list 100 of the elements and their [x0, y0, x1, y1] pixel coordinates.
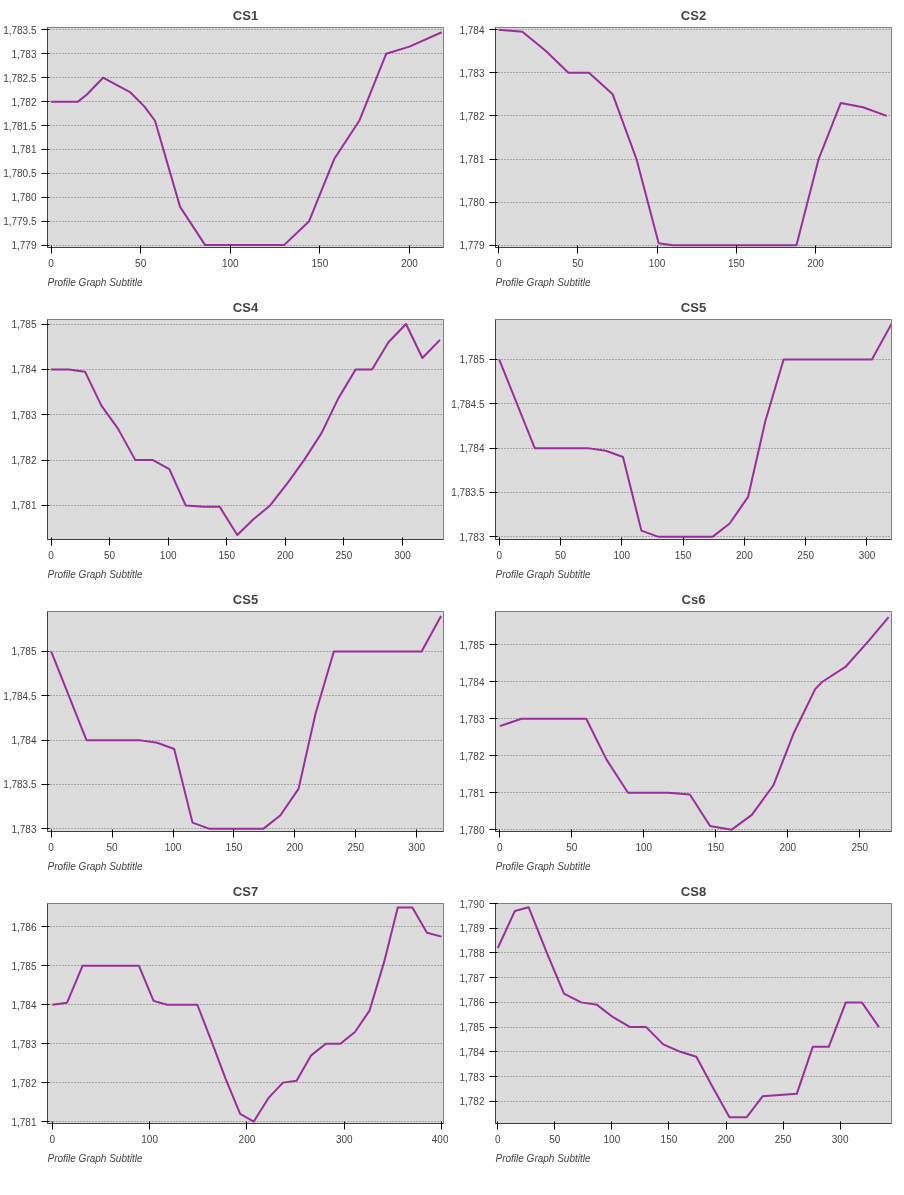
x-tick-label: 250 — [851, 841, 869, 853]
text: Profile Graph Subtitle — [47, 860, 143, 872]
x-tick-label: 0 — [497, 841, 504, 853]
y-tick-label: 1,784 — [459, 443, 485, 455]
y-tick-label: 1,782 — [11, 455, 37, 467]
y-tick-label: 1,779.5 — [3, 216, 37, 228]
x-tick-label: 50 — [572, 257, 584, 269]
x-tick-label: 100 — [141, 1133, 159, 1145]
text: Profile Graph Subtitle — [495, 1152, 591, 1164]
x-tick-label: 0 — [48, 841, 55, 853]
x-tick-label: 150 — [674, 549, 692, 561]
text: Profile Graph Subtitle — [495, 860, 591, 872]
x-tick-label: 100 — [159, 549, 177, 561]
y-tick-label: 1,785 — [459, 639, 485, 651]
x-tick-label: 200 — [238, 1133, 256, 1145]
x-tick-label: 300 — [858, 549, 876, 561]
y-tick-label: 1,783 — [11, 1038, 37, 1050]
x-tick-label: 100 — [221, 257, 240, 269]
x-tick-label: 300 — [335, 1133, 354, 1145]
x-tick-label: 0 — [48, 549, 55, 561]
y-tick-label: 1,780 — [459, 197, 485, 209]
y-tick-label: 1,785 — [11, 960, 37, 972]
text: Profile Graph Subtitle — [47, 276, 143, 288]
x-tick-label: 50 — [554, 549, 567, 561]
x-tick-label: 150 — [311, 257, 329, 269]
x-tick-label: 150 — [225, 841, 243, 853]
y-tick-label: 1,783.5 — [451, 487, 485, 499]
y-tick-label: 1,781.5 — [3, 120, 37, 132]
chart-title: CS8 — [680, 883, 707, 899]
x-tick-label: 50 — [549, 1133, 561, 1145]
x-tick-label: 250 — [797, 549, 815, 561]
y-tick-label: 1,788 — [459, 947, 485, 959]
chart-title: CS2 — [680, 7, 707, 23]
y-tick-label: 1,782 — [11, 1077, 37, 1089]
chart-title: CS5 — [680, 299, 707, 315]
chart-title: CS5 — [232, 591, 259, 607]
y-tick-label: 1,783.5 — [3, 779, 37, 791]
x-tick-label: 100 — [603, 1133, 621, 1145]
text: Profile Graph Subtitle — [495, 276, 591, 288]
y-tick-label: 1,783 — [459, 67, 485, 79]
x-tick-label: 200 — [807, 257, 825, 269]
y-tick-label: 1,779 — [11, 240, 37, 252]
text: Profile Graph Subtitle — [47, 568, 143, 580]
x-tick-label: 250 — [774, 1133, 792, 1145]
x-tick-label: 200 — [736, 549, 754, 561]
y-tick-label: 1,781 — [11, 1116, 37, 1128]
x-tick-label: 200 — [286, 841, 304, 853]
chart-title: CS4 — [232, 299, 259, 315]
y-tick-label: 1,787 — [459, 972, 485, 984]
y-tick-label: 1,784 — [459, 676, 485, 688]
x-tick-label: 50 — [104, 549, 116, 561]
x-tick-label: 0 — [48, 257, 55, 269]
y-tick-label: 1,779 — [459, 240, 485, 252]
y-tick-label: 1,784 — [459, 1046, 485, 1058]
y-tick-label: 1,785 — [11, 646, 37, 658]
y-tick-label: 1,785 — [459, 354, 485, 366]
x-tick-label: 0 — [495, 257, 502, 269]
x-tick-label: 250 — [347, 841, 365, 853]
y-tick-label: 1,782 — [459, 750, 485, 762]
x-tick-label: 400 — [431, 1133, 449, 1145]
y-tick-label: 1,783 — [459, 713, 485, 725]
y-tick-label: 1,783 — [11, 409, 37, 421]
x-tick-label: 300 — [831, 1133, 849, 1145]
x-tick-label: 150 — [727, 257, 746, 269]
x-tick-label: 250 — [335, 549, 353, 561]
y-tick-label: 1,780.5 — [3, 168, 37, 180]
y-tick-label: 1,790 — [459, 898, 485, 910]
y-tick-label: 1,780 — [459, 824, 485, 836]
x-tick-label: 150 — [707, 841, 725, 853]
y-tick-label: 1,781 — [11, 500, 37, 512]
chart-title: Cs6 — [681, 591, 706, 607]
y-tick-label: 1,783 — [11, 48, 37, 60]
chart-title: CS7 — [232, 883, 259, 899]
text: Profile Graph Subtitle — [47, 1152, 143, 1164]
y-tick-label: 1,785 — [459, 1022, 485, 1034]
y-tick-label: 1,782 — [459, 110, 485, 122]
x-tick-label: 300 — [394, 549, 412, 561]
x-tick-label: 0 — [495, 1133, 501, 1145]
x-tick-label: 150 — [660, 1133, 678, 1145]
y-tick-label: 1,781 — [459, 154, 485, 166]
y-tick-label: 1,785 — [11, 319, 37, 331]
y-tick-label: 1,781 — [459, 787, 485, 799]
y-tick-label: 1,784 — [11, 364, 37, 376]
x-tick-label: 200 — [779, 841, 797, 853]
x-tick-label: 0 — [49, 1133, 56, 1145]
x-tick-label: 200 — [401, 257, 419, 269]
y-tick-label: 1,783 — [11, 823, 37, 835]
y-tick-label: 1,784 — [459, 24, 485, 36]
x-tick-label: 50 — [566, 841, 578, 853]
y-tick-label: 1,786 — [11, 921, 37, 933]
x-tick-label: 300 — [408, 841, 426, 853]
y-tick-label: 1,783.5 — [3, 24, 37, 36]
x-tick-label: 150 — [218, 549, 236, 561]
x-tick-label: 0 — [496, 549, 503, 561]
y-tick-label: 1,781 — [11, 144, 37, 156]
y-tick-label: 1,789 — [459, 923, 485, 935]
x-tick-label: 50 — [135, 257, 147, 269]
x-tick-label: 100 — [648, 257, 666, 269]
x-tick-label: 100 — [635, 841, 653, 853]
y-tick-label: 1,784 — [11, 999, 37, 1011]
